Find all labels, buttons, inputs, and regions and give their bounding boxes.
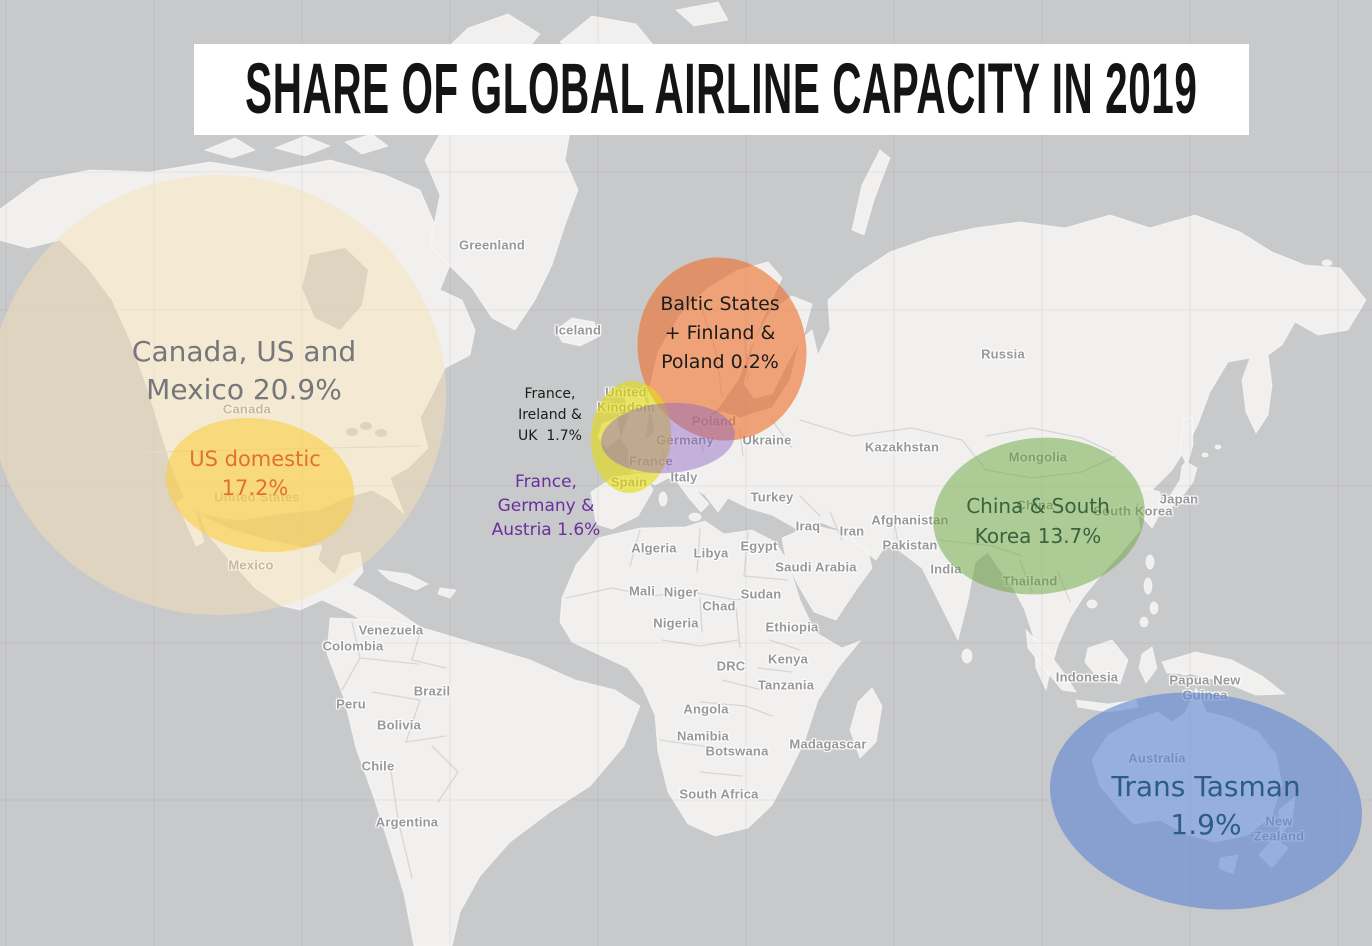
- page-title: SHARE OF GLOBAL AIRLINE CAPACITY IN 2019: [0, 54, 1372, 125]
- country-label-ethiopia: Ethiopia: [765, 619, 819, 635]
- region-ellipse-china-south-korea: [933, 437, 1145, 595]
- country-label-greenland: Greenland: [458, 237, 526, 253]
- arabia: [781, 524, 873, 621]
- great-lakes: [346, 428, 358, 436]
- arctic-island: [203, 137, 257, 159]
- title-banner: SHARE OF GLOBAL AIRLINE CAPACITY IN 2019: [194, 44, 1249, 135]
- region-ellipse-us-domestic: [165, 417, 355, 553]
- country-label-italy: Italy: [670, 469, 698, 485]
- hudson-bay: [302, 248, 368, 330]
- italy: [665, 462, 710, 513]
- region-label-baltic-finland-poland: Baltic States + Finland & Poland 0.2%: [660, 293, 780, 374]
- country-label-nigeria: Nigeria: [653, 615, 699, 631]
- region-ellipse-trans-tasman: [1050, 692, 1362, 910]
- region-ellipse-france-germany-austria: [601, 402, 735, 474]
- philippine-island: [1143, 577, 1153, 595]
- region-label-trans-tasman: Trans Tasman 1.9%: [1111, 770, 1301, 842]
- borneo: [1084, 639, 1129, 685]
- country-label-peru: Peru: [336, 696, 366, 712]
- philippine-island: [1149, 601, 1159, 615]
- sardinia: [658, 491, 668, 507]
- country-label-venezuela: Venezuela: [358, 622, 424, 638]
- country-label-algeria: Algeria: [631, 540, 677, 556]
- sicily: [688, 512, 702, 522]
- country-label-angola: Angola: [683, 701, 729, 717]
- page-title-text: SHARE OF GLOBAL AIRLINE CAPACITY IN 2019: [245, 50, 1198, 129]
- great-lakes: [360, 422, 372, 430]
- country-label-brazil: Brazil: [413, 683, 451, 699]
- country-label-russia: Russia: [981, 346, 1025, 362]
- country-label-botswana: Botswana: [705, 743, 769, 759]
- country-label-pakistan: Pakistan: [882, 537, 938, 553]
- region-label-canada-us-mexico: Canada, US and Mexico 20.9%: [131, 335, 357, 406]
- region-label-france-ireland-uk: France, Ireland & UK 1.7%: [518, 386, 582, 444]
- country-label-iraq: Iraq: [795, 518, 821, 534]
- kuril-island: [1201, 452, 1209, 458]
- japan: [1157, 461, 1198, 515]
- sulawesi: [1138, 646, 1158, 684]
- country-label-colombia: Colombia: [322, 638, 384, 654]
- region-ellipse-france-ireland-uk: [590, 381, 672, 493]
- country-label-ukraine: Ukraine: [742, 432, 792, 448]
- country-label-turkey: Turkey: [750, 489, 794, 505]
- arctic-island: [674, 1, 729, 27]
- hispaniola: [437, 587, 457, 599]
- country-label-kazakhstan: Kazakhstan: [864, 439, 940, 455]
- country-label-niger: Niger: [663, 584, 699, 600]
- madagascar: [849, 687, 883, 759]
- country-label-south-africa: South Africa: [679, 786, 759, 802]
- country-label-namibia: Namibia: [677, 728, 729, 744]
- country-label-drc: DRC: [716, 658, 746, 674]
- country-label-tanzania: Tanzania: [757, 677, 815, 693]
- new-guinea: [1161, 651, 1287, 696]
- iceland: [555, 317, 601, 347]
- chukotka-island: [1321, 259, 1333, 267]
- country-label-canada: Canada: [222, 401, 272, 417]
- country-label-sudan: Sudan: [740, 586, 782, 602]
- philippine-island: [1139, 616, 1149, 628]
- country-label-kenya: Kenya: [767, 651, 809, 667]
- landmass-africa: [559, 520, 862, 837]
- country-label-mali: Mali: [628, 583, 656, 599]
- landmass-south-america: [326, 617, 641, 946]
- great-lakes: [375, 429, 387, 437]
- country-label-bolivia: Bolivia: [376, 717, 422, 733]
- cuba: [376, 569, 430, 591]
- sakhalin: [1179, 416, 1194, 468]
- taiwan: [1145, 554, 1155, 570]
- arctic-island: [273, 135, 332, 157]
- country-label-madagascar: Madagascar: [789, 736, 867, 752]
- country-label-iran: Iran: [839, 523, 865, 539]
- country-label-egypt: Egypt: [740, 538, 778, 554]
- country-label-iceland: Iceland: [554, 322, 602, 338]
- country-label-chad: Chad: [702, 598, 736, 614]
- region-ellipse-baltic-finland-poland: [637, 257, 807, 441]
- sri-lanka: [961, 648, 973, 664]
- sumatra: [1025, 628, 1077, 693]
- region-label-china-south-korea: China & South Korea 13.7%: [966, 494, 1110, 548]
- country-label-argentina: Argentina: [375, 814, 439, 830]
- country-label-indonesia: Indonesia: [1055, 669, 1119, 685]
- country-label-afghanistan: Afghanistan: [871, 512, 949, 528]
- hainan: [1086, 599, 1098, 609]
- region-label-france-germany-austria: France, Germany & Austria 1.6%: [491, 472, 601, 540]
- country-label-libya: Libya: [693, 545, 729, 561]
- country-label-mexico: Mexico: [228, 557, 274, 573]
- region-label-us-domestic: US domestic 17.2%: [189, 447, 321, 500]
- arctic-island: [343, 133, 390, 155]
- country-label-chile: Chile: [361, 758, 395, 774]
- novaya-zemlya: [851, 149, 891, 236]
- country-label-saudi-arabia: Saudi Arabia: [775, 559, 857, 575]
- country-label-japan: Japan: [1159, 491, 1199, 507]
- kuril-island: [1214, 444, 1222, 450]
